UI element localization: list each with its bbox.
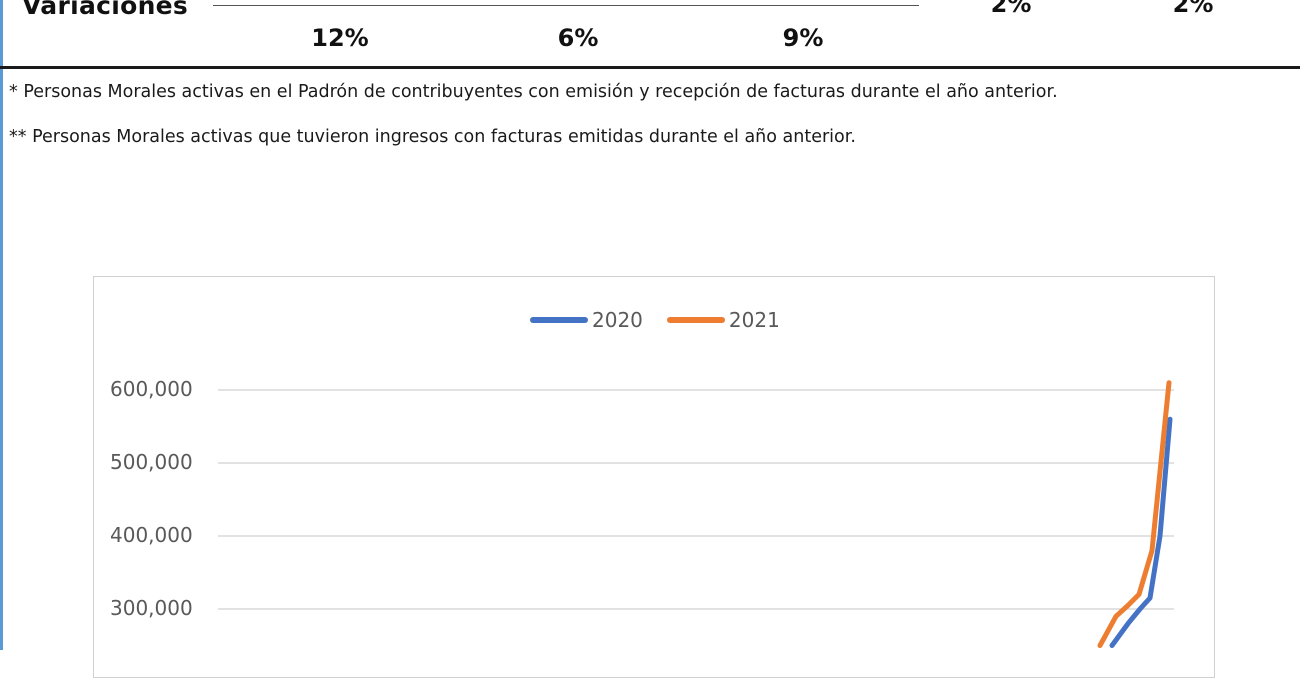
y-tick-600000: 600,000	[110, 377, 193, 401]
variation-lower-3: 9%	[782, 24, 824, 52]
legend-swatch-2021	[666, 317, 725, 323]
chart-legend: 2020 2021	[530, 307, 804, 333]
variaciones-label: Variaciones	[22, 0, 189, 20]
variation-lower-2: 6%	[557, 24, 599, 52]
legend-item-2021: 2021	[666, 308, 780, 332]
y-tick-400000: 400,000	[110, 523, 193, 547]
footnote-1: * Personas Morales activas en el Padrón …	[9, 82, 1058, 102]
chart-area	[93, 276, 1215, 678]
variation-upper-2: 2%	[1172, 0, 1214, 18]
legend-label-2020: 2020	[592, 308, 643, 332]
y-tick-300000: 300,000	[110, 596, 193, 620]
divider-line	[213, 5, 919, 6]
series-line-2020	[1109, 416, 1173, 648]
table-bottom-border	[0, 66, 1300, 69]
left-border	[0, 0, 3, 650]
legend-swatch-2020	[530, 317, 588, 323]
series-line-2021	[1097, 380, 1172, 648]
legend-label-2021: 2021	[728, 308, 780, 332]
variation-upper-1: 2%	[990, 0, 1032, 18]
y-tick-500000: 500,000	[110, 450, 193, 474]
legend-item-2020: 2020	[530, 308, 643, 332]
footnote-2: ** Personas Morales activas que tuvieron…	[9, 127, 856, 147]
variation-lower-1: 12%	[311, 24, 369, 52]
chart-plot	[218, 380, 1174, 648]
